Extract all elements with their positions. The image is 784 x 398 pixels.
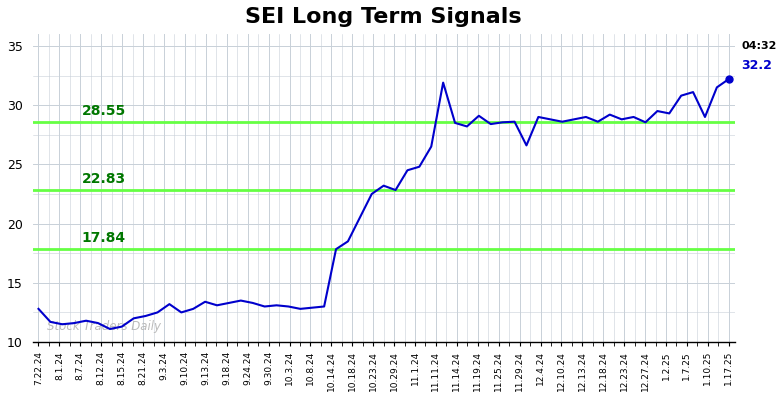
Title: SEI Long Term Signals: SEI Long Term Signals	[245, 7, 522, 27]
Text: 28.55: 28.55	[82, 104, 126, 118]
Text: 17.84: 17.84	[82, 231, 125, 245]
Text: 04:32: 04:32	[742, 41, 777, 51]
Text: 22.83: 22.83	[82, 172, 125, 186]
Text: 32.2: 32.2	[742, 59, 772, 72]
Text: Stock Traders Daily: Stock Traders Daily	[46, 320, 161, 333]
